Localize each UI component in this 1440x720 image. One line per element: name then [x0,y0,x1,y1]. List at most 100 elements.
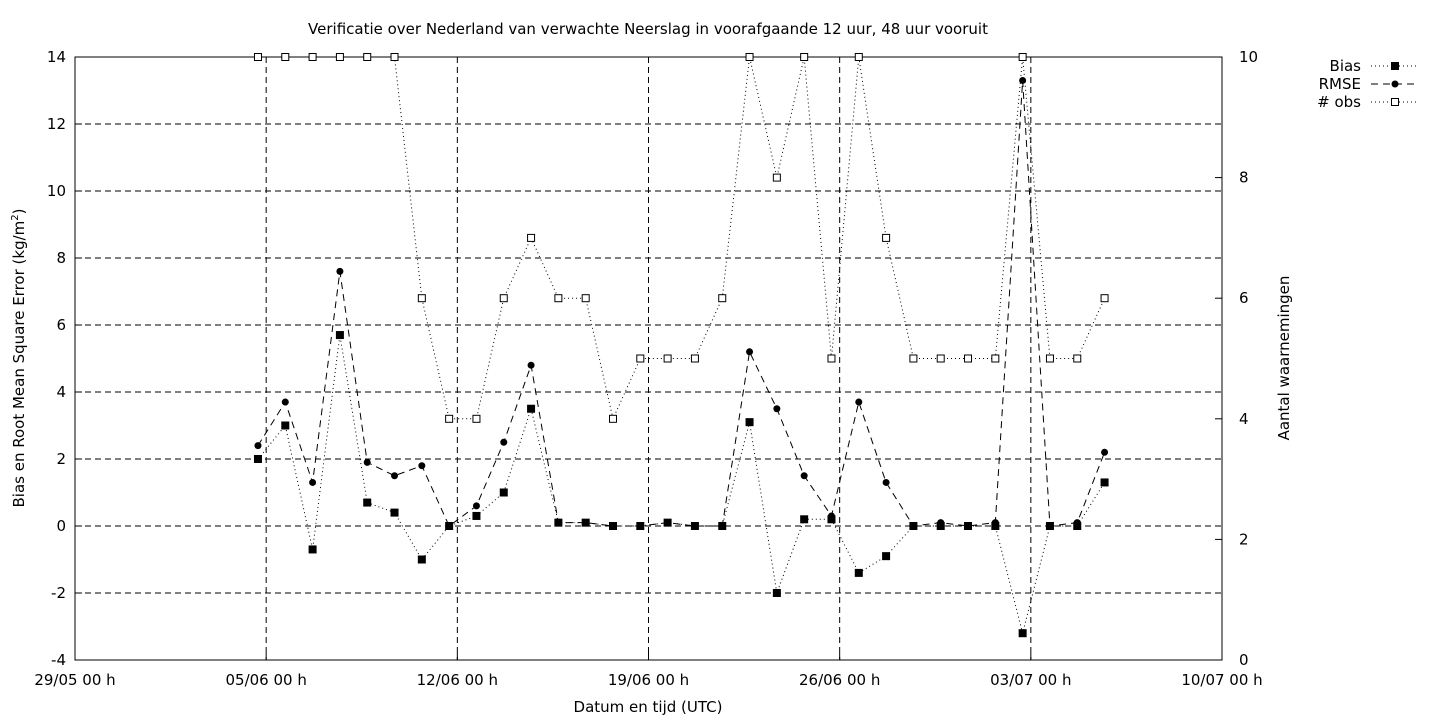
data-point-obs [281,53,290,61]
data-point-rmse [554,519,562,527]
data-point-rmse [937,519,945,527]
series-line-bias [257,334,1105,634]
x-tick-label: 26/06 00 h [799,671,880,689]
data-point-obs [417,294,426,303]
data-point-rmse [800,472,808,480]
x-axis-label: Datum en tijd (UTC) [574,698,723,716]
data-point-obs [1100,294,1109,303]
data-point-rmse [609,522,617,530]
data-point-obs [718,294,727,303]
data-point-obs [253,53,262,61]
data-point-rmse [691,522,699,530]
data-point-rmse [391,472,399,480]
y-left-tick-label: 12 [47,115,66,133]
data-point-obs [991,354,1000,363]
y-left-tick-label: 10 [47,182,66,200]
series [253,53,1109,638]
data-point-rmse [773,405,781,413]
y-left-tick-label: 0 [56,517,66,535]
data-point-obs [1073,354,1082,363]
y-right-tick-label: 10 [1239,48,1258,66]
data-point-obs [581,294,590,303]
axes: -4 -2 0 2 4 6 8 10 12 14 0 2 4 6 8 10 29/05 00 h 05/06 00… [34,48,1262,689]
y-axis-label-right: Aantal waarnemingen [1275,276,1293,441]
data-point-rmse [636,522,644,530]
legend-marker [1391,62,1399,70]
y-left-tick-label: 2 [56,450,66,468]
data-point-bias [281,421,290,430]
x-tick-label: 05/06 00 h [225,671,306,689]
data-point-bias [1100,478,1109,487]
data-point-obs [882,233,891,242]
data-point-rmse [909,522,917,530]
data-point-rmse [309,478,317,486]
data-point-bias [253,455,262,463]
data-point-obs [909,354,918,363]
data-point-obs [308,53,317,61]
data-point-rmse [664,519,672,527]
data-point-rmse [418,462,426,470]
legend-label: # obs [1317,93,1361,111]
data-point-bias [499,488,508,497]
series-rmse [254,76,1109,530]
data-point-bias [472,511,481,520]
legend-marker [1391,98,1399,106]
data-point-rmse [718,522,726,530]
data-point-obs [390,53,399,61]
data-point-obs [745,53,754,61]
x-tick-label: 10/07 00 h [1181,671,1262,689]
x-tick-label: 03/07 00 h [990,671,1071,689]
x-tick-label: 12/06 00 h [417,671,498,689]
data-point-rmse [281,398,289,406]
y-left-tick-label: 6 [56,316,66,334]
legend-marker [1391,80,1399,88]
y-left-tick-label: -4 [51,651,66,669]
y-right-tick-label: 2 [1239,530,1249,548]
data-point-bias [335,331,344,340]
legend-label: Bias [1330,57,1362,75]
data-point-rmse [1019,76,1027,84]
legend-item-rmse: RMSE [1319,75,1419,93]
data-point-bias [882,552,891,561]
data-point-obs [608,414,617,423]
series-bias [253,331,1109,638]
legend-label: RMSE [1319,75,1361,93]
data-point-obs [527,233,536,242]
data-point-obs [936,354,945,363]
data-point-rmse [582,519,590,527]
data-point-bias [527,404,536,413]
data-point-rmse [254,442,262,450]
data-point-rmse [445,522,453,530]
series-obs [253,53,1109,423]
plot-frame [74,56,1223,661]
data-point-obs [472,414,481,423]
data-point-rmse [964,522,972,530]
y-left-tick-label: 14 [47,48,66,66]
data-point-bias [390,508,399,517]
data-point-obs [1018,53,1027,61]
data-point-bias [417,555,426,564]
data-point-obs [636,354,645,363]
y-left-tick-label: 8 [56,249,66,267]
data-point-obs [554,294,563,303]
data-point-rmse [882,478,890,486]
data-point-rmse [1101,448,1109,456]
y-axis-label-left: Bias en Root Mean Square Error (kg/m2) [10,209,28,508]
data-point-bias [1018,629,1027,638]
data-point-obs [772,173,781,182]
data-point-rmse [991,519,999,527]
data-point-bias [854,568,863,577]
y-left-tick-label: 4 [56,383,66,401]
data-point-obs [335,53,344,61]
data-point-bias [745,418,754,427]
y-right-tick-label: 0 [1239,651,1249,669]
series-line-obs [257,56,1106,421]
data-point-obs [363,53,372,61]
data-point-obs [1045,354,1054,363]
data-point-rmse [336,267,344,275]
y-axis-label-left-main: Bias en Root Mean Square Error (kg/m [10,221,28,508]
y-axis-label-left-superscript: 2 [10,214,21,220]
data-point-rmse [827,512,835,520]
data-point-obs [690,354,699,363]
data-point-rmse [527,361,535,369]
